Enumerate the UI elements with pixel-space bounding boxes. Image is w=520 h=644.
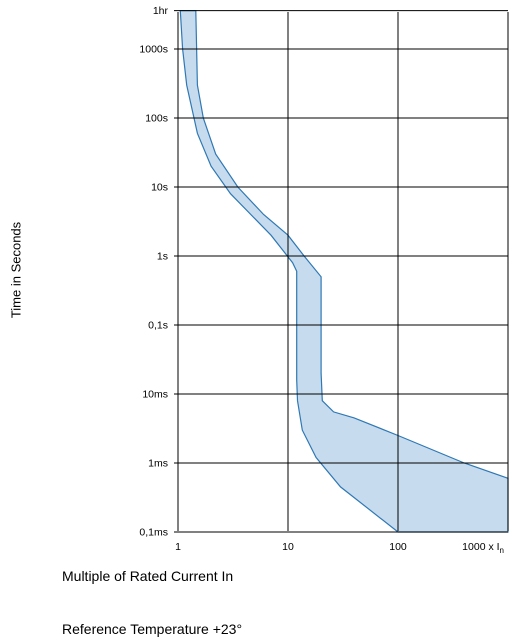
trip-band: [179, 10, 509, 533]
reference-temperature-note: Reference Temperature +23°: [62, 621, 243, 637]
x-tick-subscript: n: [500, 546, 504, 555]
x-tick-label-0: 1: [175, 541, 181, 553]
y-tick-label-2: 100s: [145, 113, 168, 125]
x-tick-label-1: 10: [282, 541, 294, 553]
tick-labels: 1hr 1000s 100s 10s 1s 0,1s 10ms 1ms 0,1ms 1 10 100 1…: [139, 5, 504, 555]
y-tick-label-4: 1s: [157, 251, 168, 263]
y-tick-label-3: 10s: [151, 182, 168, 194]
y-tick-label-5: 0,1s: [148, 320, 168, 332]
x-tick-label-3: 1000 x In: [462, 541, 504, 555]
y-tick-label-7: 1ms: [148, 458, 168, 470]
y-tick-label-6: 10ms: [142, 389, 168, 401]
y-tick-label-8: 0,1ms: [139, 527, 168, 539]
x-axis-label: Multiple of Rated Current In: [62, 568, 234, 584]
x-tick-label-2: 100: [389, 541, 407, 553]
y-tick-label-0: 1hr: [153, 5, 169, 17]
trip-curve-layer: [179, 10, 509, 533]
y-axis-label: Time in Seconds: [8, 221, 24, 319]
grid: [174, 10, 509, 533]
y-axis-label-box: Time in Seconds: [2, 120, 30, 420]
y-tick-label-1: 1000s: [139, 44, 168, 56]
